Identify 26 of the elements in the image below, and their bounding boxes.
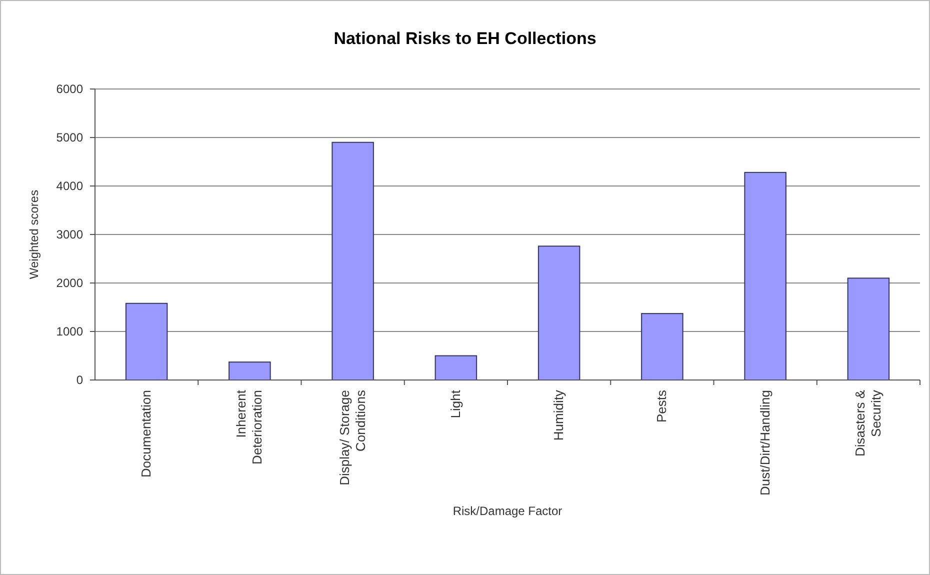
chart-title: National Risks to EH Collections: [334, 29, 596, 48]
x-tick-label: Light: [448, 390, 463, 418]
bar: [125, 302, 168, 380]
bar: [847, 278, 890, 380]
y-tick-label: 5000: [56, 130, 84, 145]
bar: [332, 142, 374, 380]
y-tick-label: 1000: [56, 324, 84, 339]
x-axis-title: Risk/Damage Factor: [452, 504, 562, 518]
x-tick-label: Disasters & Security: [852, 390, 884, 456]
y-tick-label: 3000: [56, 228, 84, 242]
y-tick-label: 6000: [56, 82, 84, 96]
x-tick-label: Inherent Deterioration: [234, 390, 265, 464]
bar: [744, 172, 786, 380]
bar: [434, 355, 478, 380]
x-tick-label: Pests: [654, 390, 670, 423]
y-axis-title: Weighted scores: [27, 190, 41, 280]
x-tick-label: Humidity: [551, 390, 566, 441]
x-tick-label: Display/ Storage Conditions: [336, 390, 368, 486]
y-tick-label: 4000: [56, 179, 84, 194]
y-tick-label: 2000: [56, 276, 84, 290]
bar: [641, 313, 684, 380]
y-tick-label: 0: [76, 373, 84, 388]
x-tick-label: Dust/Dirt/Handling: [757, 390, 772, 496]
bar: [538, 246, 580, 380]
bar: [228, 362, 271, 380]
x-tick-label: Documentation: [138, 390, 154, 478]
